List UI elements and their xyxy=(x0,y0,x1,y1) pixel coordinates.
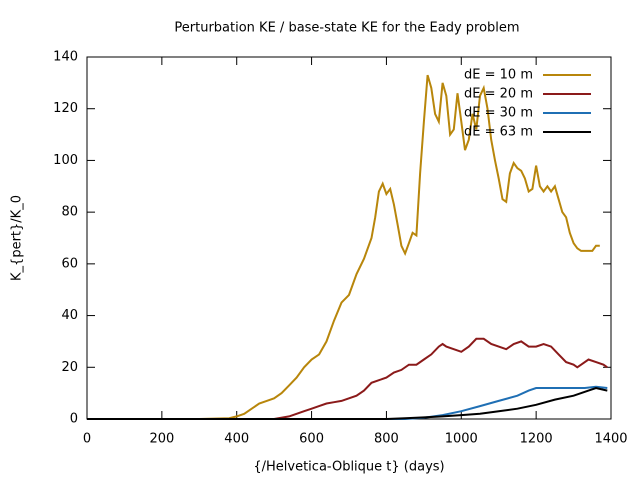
y-tick-label: 40 xyxy=(61,308,78,323)
x-axis-label: {/Helvetica-Oblique t} (days) xyxy=(253,460,444,475)
y-tick-label: 100 xyxy=(53,153,78,168)
x-tick-label: 600 xyxy=(299,432,324,447)
x-tick-label: 0 xyxy=(83,432,91,447)
y-tick-label: 80 xyxy=(61,205,78,220)
x-tick-label: 1400 xyxy=(594,432,627,447)
y-tick-label: 120 xyxy=(53,101,78,116)
x-tick-label: 200 xyxy=(149,432,174,447)
chart-title: Perturbation KE / base-state KE for the … xyxy=(174,21,519,36)
data-line xyxy=(87,385,608,420)
y-tick-label: 20 xyxy=(61,360,78,375)
legend-label: dE = 30 m xyxy=(464,106,533,121)
legend-label: dE = 20 m xyxy=(464,87,533,102)
x-tick-label: 800 xyxy=(374,432,399,447)
y-axis-label: K_{pert}/K_0 xyxy=(10,195,25,281)
data-line xyxy=(87,74,600,420)
x-tick-label: 1000 xyxy=(445,432,478,447)
legend-label: dE = 63 m xyxy=(464,125,533,140)
x-tick-label: 400 xyxy=(224,432,249,447)
data-line xyxy=(87,337,608,420)
legend-label: dE = 10 m xyxy=(464,68,533,83)
data-line xyxy=(87,386,608,420)
x-tick-label: 1200 xyxy=(520,432,553,447)
y-tick-label: 0 xyxy=(70,412,78,427)
y-tick-label: 60 xyxy=(61,256,78,271)
y-tick-label: 140 xyxy=(53,50,78,65)
